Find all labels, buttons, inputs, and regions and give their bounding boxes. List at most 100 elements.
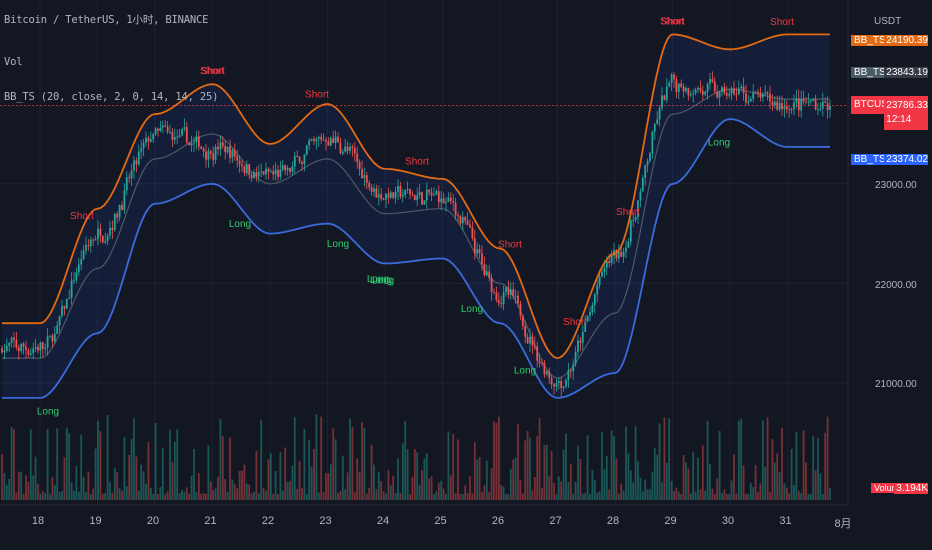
- candle-body: [94, 239, 97, 241]
- candle-body: [745, 93, 747, 103]
- candle-body: [500, 303, 503, 305]
- candle-body: [778, 103, 781, 110]
- volume-legend[interactable]: Vol: [4, 56, 23, 68]
- volume-bar: [92, 488, 95, 500]
- candle-body: [574, 351, 577, 365]
- candle-body: [377, 194, 380, 198]
- volume-bar: [718, 430, 721, 500]
- candle-body: [341, 151, 344, 154]
- indicator-legend[interactable]: BB_TS (20, close, 2, 0, 14, 14, 25): [4, 91, 219, 103]
- volume-bar: [737, 420, 740, 500]
- volume-bar: [279, 452, 282, 500]
- candle-body: [159, 127, 162, 132]
- volume-bar: [531, 490, 534, 500]
- volume-bar: [574, 482, 577, 500]
- candle-body: [154, 128, 157, 135]
- candle-body: [740, 86, 743, 89]
- volume-bar: [697, 457, 699, 500]
- candle-body: [27, 350, 30, 355]
- symbol-legend[interactable]: Bitcoin / TetherUS, 1小时, BINANCE: [4, 14, 209, 26]
- candle-body: [567, 370, 570, 381]
- volume-bar: [291, 465, 294, 500]
- time-axis-label: 22: [261, 515, 275, 527]
- volume-bar: [728, 493, 731, 500]
- volume-bar: [315, 414, 318, 500]
- volume-bar: [332, 428, 335, 500]
- volume-bar: [286, 481, 289, 500]
- volume-bar: [10, 426, 13, 500]
- volume-bar: [99, 430, 102, 500]
- candle-body: [694, 89, 697, 94]
- candle-body: [781, 103, 783, 110]
- long-signal-label: Long: [514, 365, 536, 376]
- volume-bar: [653, 448, 656, 500]
- candle-body: [464, 217, 467, 221]
- candle-body: [255, 172, 258, 177]
- candle-body: [293, 155, 296, 167]
- candle-body: [58, 315, 61, 326]
- candle-body: [586, 315, 589, 322]
- volume-bar: [363, 427, 366, 500]
- volume-bar: [721, 492, 723, 500]
- volume-bar: [301, 488, 303, 500]
- candles: [1, 71, 831, 397]
- candle-body: [128, 177, 131, 179]
- volume-bar: [329, 464, 332, 500]
- candle-body: [759, 92, 762, 98]
- candle-body: [308, 140, 311, 146]
- candle-body: [442, 198, 445, 204]
- volume-bar: [781, 428, 783, 500]
- candle-body: [320, 136, 323, 140]
- candle-body: [634, 217, 637, 221]
- candle-body: [423, 200, 426, 205]
- time-axis-label: 24: [376, 515, 390, 527]
- candle-body: [149, 139, 152, 142]
- candle-body: [75, 272, 78, 280]
- volume-bar: [629, 470, 632, 500]
- volume-bar: [195, 492, 198, 500]
- short-signal-label: Short: [498, 239, 522, 250]
- volume-bar: [392, 475, 395, 500]
- candle-body: [361, 168, 363, 179]
- volume-bar: [85, 491, 87, 500]
- candle-body: [596, 285, 599, 295]
- candle-body: [181, 128, 183, 136]
- volume-bar: [507, 493, 510, 500]
- volume-bar: [742, 465, 745, 500]
- volume-bar: [188, 493, 191, 500]
- candle-body: [764, 92, 767, 94]
- volume-bar: [397, 458, 399, 500]
- candle-body: [680, 83, 683, 87]
- candle-body: [663, 95, 666, 101]
- candle-body: [101, 235, 104, 243]
- candle-body: [253, 172, 255, 179]
- volume-bar: [533, 476, 536, 500]
- candle-body: [529, 336, 531, 344]
- volume-bar: [615, 458, 618, 500]
- volume-bar: [617, 493, 620, 500]
- candle-body: [145, 137, 147, 143]
- volume-bar: [101, 493, 104, 500]
- volume-bar: [550, 450, 553, 500]
- candle-body: [125, 177, 128, 191]
- candle-body: [711, 78, 714, 82]
- volume-bar: [176, 429, 179, 500]
- candle-body: [785, 106, 788, 110]
- candle-body: [267, 168, 270, 172]
- volume-bar: [610, 430, 613, 500]
- candle-body: [279, 169, 282, 177]
- volume-bar: [733, 454, 735, 500]
- candle-body: [675, 79, 678, 92]
- volume-bar: [217, 476, 219, 500]
- candle-body: [766, 92, 769, 95]
- volume-bar: [598, 491, 601, 500]
- candle-body: [673, 74, 675, 80]
- candle-body: [754, 91, 757, 93]
- volume-bar: [644, 479, 647, 500]
- volume-bar: [154, 422, 157, 500]
- volume-bar: [512, 459, 515, 500]
- volume-bar: [793, 485, 795, 500]
- candle-body: [157, 128, 159, 132]
- candle-body: [272, 171, 275, 175]
